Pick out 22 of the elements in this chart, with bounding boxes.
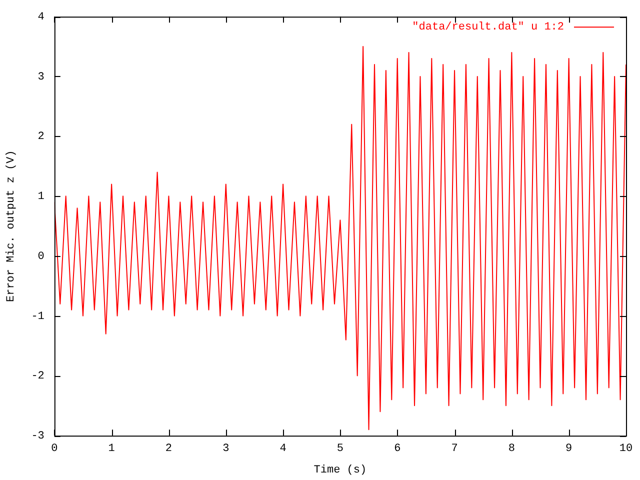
x-tick-label: 10 bbox=[619, 443, 633, 456]
x-tick-label: 7 bbox=[451, 443, 458, 456]
y-tick-label: -3 bbox=[31, 430, 44, 443]
y-tick-label: 3 bbox=[38, 71, 44, 84]
x-tick-label: 1 bbox=[108, 443, 116, 456]
y-tick-label: -1 bbox=[31, 310, 45, 323]
x-axis-title: Time (s) bbox=[314, 464, 367, 476]
x-tick-label: 2 bbox=[165, 443, 172, 456]
y-tick-label: -2 bbox=[31, 370, 44, 383]
legend-label: "data/result.dat" u 1:2 bbox=[412, 22, 564, 34]
x-tick-label: 5 bbox=[336, 443, 344, 456]
x-tick-label: 0 bbox=[51, 443, 58, 456]
y-axis-title: Error Mic. output z (V) bbox=[6, 150, 18, 302]
y-tick-label: 4 bbox=[38, 12, 45, 24]
x-tick-label: 9 bbox=[566, 443, 572, 456]
y-tick-label: 0 bbox=[38, 250, 44, 263]
y-tick-label: 1 bbox=[38, 191, 45, 204]
x-tick-label: 4 bbox=[280, 443, 287, 456]
y-tick-label: 2 bbox=[38, 131, 44, 144]
x-tick-label: 8 bbox=[508, 443, 515, 456]
x-tick-label: 3 bbox=[222, 443, 230, 456]
x-tick-label: 6 bbox=[394, 443, 401, 456]
